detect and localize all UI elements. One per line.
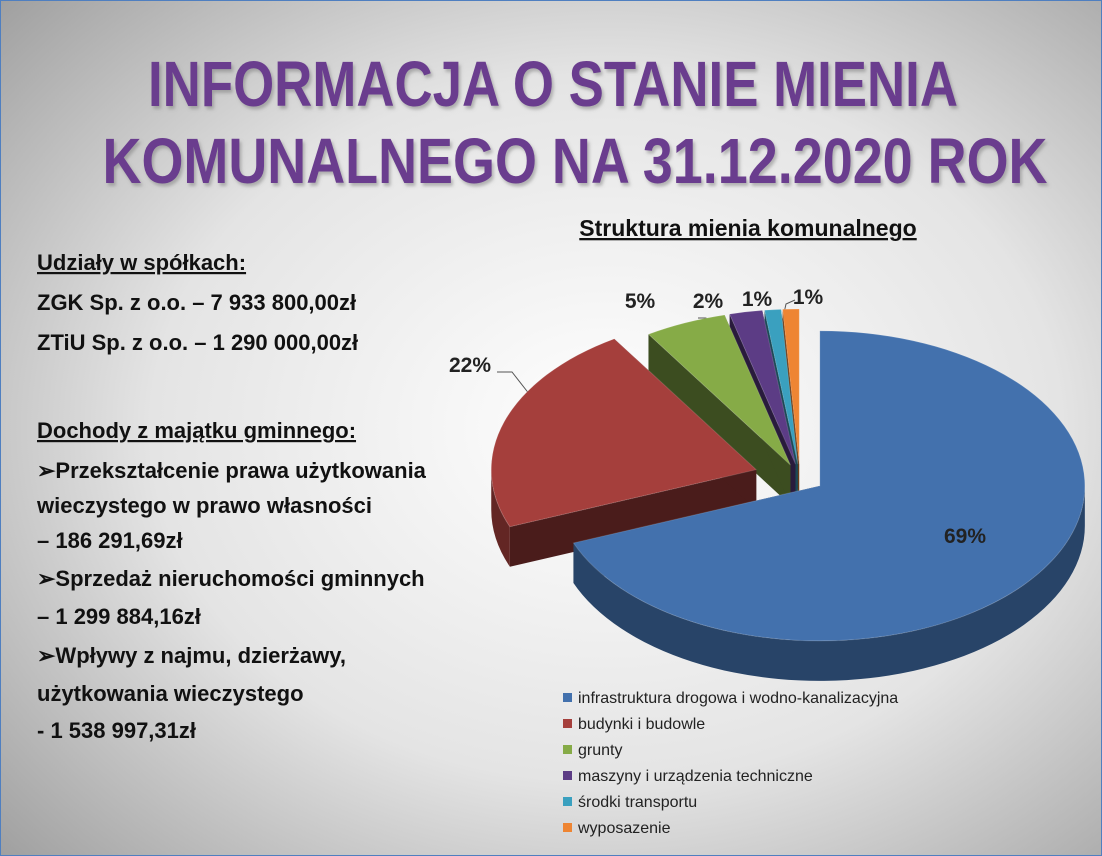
data-label: 2% [693,290,724,313]
legend-label: wyposazenie [577,820,671,837]
slice-wall [573,485,1085,681]
income-line: użytkowania wieczystego [37,681,304,706]
legend-label: grunty [578,742,622,759]
data-label: 1% [742,288,773,311]
section-heading: Udziały w spółkach: [37,250,246,275]
legend-swatch [563,797,572,806]
data-label: 1% [793,286,824,309]
pie-slice [782,308,800,465]
title-line: INFORMACJA O STANIE MIENIA [148,48,958,120]
income-line: ➢Przekształcenie prawa użytkowania [37,458,427,483]
legend-swatch [563,823,572,832]
pie-slice [572,330,1086,642]
income-line: ➢Sprzedaż nieruchomości gminnych [37,566,425,591]
legend-label: budynki i budowle [578,716,705,733]
legend-swatch [563,771,572,780]
legend-swatch [563,693,572,702]
data-label: 69% [944,525,986,548]
title-line: KOMUNALNEGO NA 31.12.2020 ROK [103,125,1048,197]
legend-label: infrastruktura drogowa i wodno-kanalizac… [578,690,898,707]
pie-slice [728,309,796,465]
pie-slice [490,338,758,528]
income-line: ➢Wpływy z najmu, dzierżawy, [37,643,346,668]
slice-side [509,469,757,567]
chart-title: Struktura mienia komunalnego [579,215,916,241]
data-label: 22% [449,354,491,377]
data-label: 5% [625,290,656,313]
slice-wall [491,469,510,567]
share-line: ZGK Sp. z o.o. – 7 933 800,00zł [37,290,356,315]
legend-swatch [563,745,572,754]
income-line: – 186 291,69zł [37,528,183,553]
income-line: – 1 299 884,16zł [37,604,201,629]
legend-label: maszyny i urządzenia techniczne [578,768,813,785]
pie-slice [763,308,799,465]
income-line: - 1 538 997,31zł [37,718,196,743]
pie-slice [647,314,791,466]
legend-swatch [563,719,572,728]
income-line: wieczystego w prawo własności [36,493,372,518]
legend-label: środki transportu [578,794,697,811]
share-line: ZTiU Sp. z o.o. – 1 290 000,00zł [37,330,358,355]
section-heading: Dochody z majątku gminnego: [37,418,356,443]
slice-side [648,334,791,506]
pie-chart [490,308,1086,681]
leader-line [497,371,531,396]
